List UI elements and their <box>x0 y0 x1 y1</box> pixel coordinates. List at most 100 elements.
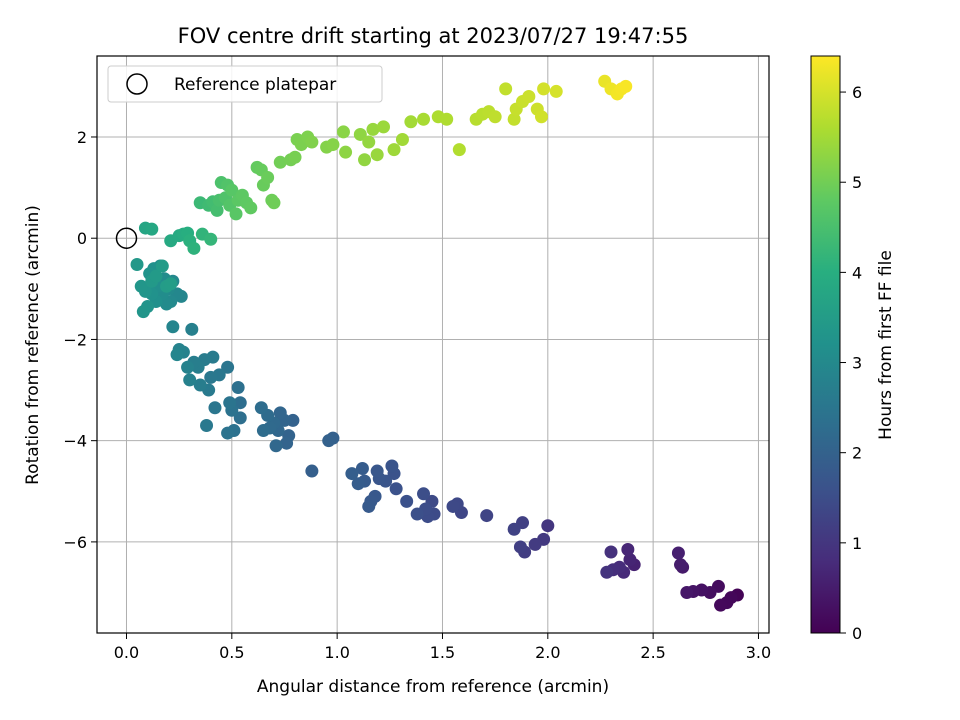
colorbar-gradient <box>810 55 841 634</box>
data-point <box>499 82 513 96</box>
data-point <box>507 112 521 126</box>
data-point <box>204 370 218 384</box>
data-point <box>528 537 542 551</box>
x-axis-label: Angular distance from reference (arcmin) <box>257 677 609 697</box>
y-tick-label: 2 <box>77 128 87 147</box>
data-point <box>155 259 169 273</box>
data-point <box>488 110 502 124</box>
data-point <box>280 436 294 450</box>
data-point <box>680 586 694 600</box>
y-tick-label: 0 <box>77 229 87 248</box>
colorbar-tick-label: 1 <box>852 534 862 553</box>
data-point <box>513 540 527 554</box>
data-point <box>404 115 418 129</box>
data-point <box>619 79 633 93</box>
reference-platepar-marker <box>115 227 138 249</box>
x-tick-label: 0.0 <box>114 643 139 662</box>
data-point <box>288 150 302 164</box>
colorbar-tick-label: 2 <box>852 444 862 463</box>
data-point <box>440 112 454 126</box>
data-point <box>621 542 635 556</box>
data-point <box>305 135 319 149</box>
data-point <box>674 558 688 572</box>
data-point <box>370 464 384 478</box>
data-point <box>387 143 401 157</box>
legend-box <box>107 65 383 103</box>
data-point <box>534 110 548 124</box>
colorbar-tick-label: 4 <box>852 263 862 282</box>
data-point <box>385 459 399 473</box>
data-point <box>134 279 148 293</box>
colorbar-tick-label: 6 <box>852 83 862 102</box>
data-point <box>164 277 178 291</box>
data-point <box>269 439 283 453</box>
data-point <box>244 201 258 215</box>
data-point <box>351 477 365 491</box>
colorbar-tick-label: 5 <box>852 173 862 192</box>
x-tick-label: 2.5 <box>640 643 665 662</box>
plot-frame <box>96 55 770 634</box>
data-point <box>671 546 685 560</box>
colorbar: 0 1 2 3 4 5 6 Hours from first FF file <box>810 55 896 643</box>
scatter-points <box>115 74 744 612</box>
data-point <box>208 401 222 415</box>
colorbar-tick-label: 0 <box>852 624 862 643</box>
data-point <box>623 553 637 567</box>
data-point <box>714 598 728 612</box>
data-point <box>130 258 144 272</box>
data-point <box>145 222 159 236</box>
data-point <box>256 424 270 438</box>
colorbar-label: Hours from first FF file <box>876 250 896 440</box>
data-point <box>410 507 424 521</box>
data-point <box>322 434 336 448</box>
data-point <box>541 519 555 533</box>
data-point <box>549 84 563 98</box>
data-point <box>185 322 199 336</box>
data-point <box>417 487 431 501</box>
data-point <box>389 482 403 496</box>
data-point <box>353 127 367 141</box>
data-point <box>366 122 380 136</box>
data-point <box>395 133 409 147</box>
data-point <box>221 426 235 440</box>
data-point <box>336 125 350 139</box>
data-point <box>273 155 287 169</box>
data-point <box>305 464 319 478</box>
colorbar-tick-label: 3 <box>852 354 862 373</box>
x-tick-label: 0.5 <box>219 643 244 662</box>
data-point <box>400 494 414 508</box>
data-point <box>446 499 460 513</box>
data-point <box>273 406 287 420</box>
data-point <box>221 360 235 374</box>
data-point <box>604 545 618 559</box>
y-axis-ticks: −6 −4 −2 0 2 <box>63 128 97 552</box>
data-point <box>204 232 218 246</box>
data-point <box>267 196 281 210</box>
data-point <box>183 373 197 387</box>
data-point <box>233 411 247 425</box>
data-point <box>187 241 201 255</box>
data-point <box>358 153 372 167</box>
x-tick-label: 3.0 <box>746 643 771 662</box>
data-point <box>261 170 275 184</box>
x-tick-label: 1.5 <box>430 643 455 662</box>
data-point <box>507 522 521 536</box>
data-point <box>345 467 359 481</box>
data-point <box>166 320 180 334</box>
data-point <box>326 138 340 152</box>
legend: Reference platepar <box>107 65 383 103</box>
data-point <box>362 135 376 149</box>
data-point <box>417 112 431 126</box>
data-point <box>225 183 239 197</box>
data-point <box>355 462 369 476</box>
y-tick-label: −4 <box>63 432 87 451</box>
x-tick-label: 1.0 <box>324 643 349 662</box>
data-point <box>231 381 245 395</box>
data-point <box>600 565 614 579</box>
data-point <box>210 203 224 217</box>
data-point <box>480 509 494 523</box>
data-point <box>223 396 237 410</box>
data-point <box>376 120 390 134</box>
data-point <box>537 82 551 96</box>
data-point <box>370 148 384 162</box>
